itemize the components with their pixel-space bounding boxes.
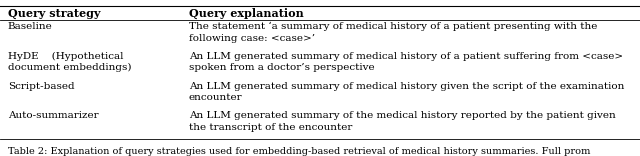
Text: An LLM generated summary of medical history given the script of the examination: An LLM generated summary of medical hist… xyxy=(189,81,624,90)
Text: Query explanation: Query explanation xyxy=(189,8,303,19)
Text: Table 2: Explanation of query strategies used for embedding-based retrieval of m: Table 2: Explanation of query strategies… xyxy=(8,147,590,156)
Text: An LLM generated summary of medical history of a patient suffering from <case>: An LLM generated summary of medical hist… xyxy=(189,52,623,61)
Text: Query strategy: Query strategy xyxy=(8,8,100,19)
Text: HyDE    (Hypothetical: HyDE (Hypothetical xyxy=(8,52,123,61)
Text: Auto-summarizer: Auto-summarizer xyxy=(8,111,99,120)
Text: encounter: encounter xyxy=(189,93,243,102)
Text: following case: <case>’: following case: <case>’ xyxy=(189,34,315,42)
Text: An LLM generated summary of the medical history reported by the patient given: An LLM generated summary of the medical … xyxy=(189,111,616,120)
Text: document embeddings): document embeddings) xyxy=(8,63,131,72)
Text: the transcript of the encounter: the transcript of the encounter xyxy=(189,123,352,132)
Text: Script-based: Script-based xyxy=(8,81,74,90)
Text: spoken from a doctor’s perspective: spoken from a doctor’s perspective xyxy=(189,63,374,72)
Text: Baseline: Baseline xyxy=(8,22,52,31)
Text: The statement ‘a summary of medical history of a patient presenting with the: The statement ‘a summary of medical hist… xyxy=(189,22,597,31)
